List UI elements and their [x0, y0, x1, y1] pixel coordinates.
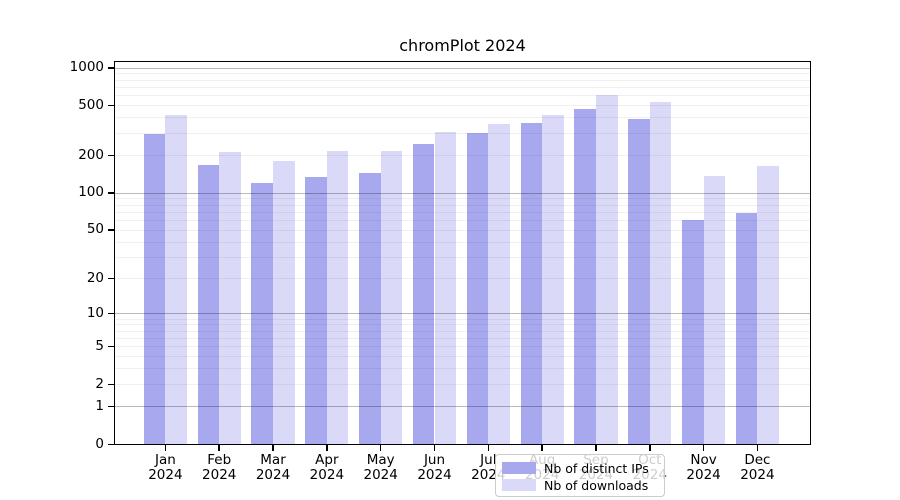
- y-tick-0: [108, 443, 114, 445]
- y-tick-10: [108, 312, 114, 315]
- y-tick-label-1: 1: [95, 397, 104, 414]
- bar-distinct-ips-feb: [197, 164, 220, 444]
- bar-distinct-ips-mar: [251, 182, 274, 444]
- bar-distinct-ips-dec: [735, 213, 758, 444]
- bar-distinct-ips-sep: [574, 109, 596, 444]
- bar-downloads-mar: [273, 160, 295, 444]
- legend: Nb of distinct IPs Nb of downloads: [495, 454, 665, 497]
- x-tick-feb: [218, 445, 220, 451]
- y-tick-5: [108, 345, 114, 348]
- bar-downloads-may: [380, 151, 403, 444]
- x-tick-label-may: May 2024: [363, 452, 398, 483]
- y-tick-label-100: 100: [78, 184, 104, 201]
- x-tick-label-mar: Mar 2024: [255, 452, 291, 483]
- x-tick-label-jun: Jun 2024: [417, 452, 452, 483]
- x-tick-apr: [326, 445, 328, 451]
- x-tick-label-feb: Feb 2024: [202, 452, 237, 483]
- minor-gridline-600: [115, 95, 810, 97]
- x-tick-nov: [702, 445, 705, 451]
- x-tick-mar: [272, 445, 274, 451]
- x-tick-dec: [756, 445, 759, 451]
- x-tick-oct: [649, 445, 651, 451]
- downloads-swatch: [502, 478, 536, 492]
- legend-item-distinct-ips: Nb of distinct IPs: [502, 460, 658, 476]
- plot-area: Nb of distinct IPs Nb of downloads: [114, 61, 811, 497]
- bar-downloads-jun: [434, 132, 457, 444]
- bar-distinct-ips-apr: [305, 176, 327, 444]
- minor-gridline-400: [115, 117, 810, 119]
- minor-gridline-300: [115, 133, 810, 135]
- bar-distinct-ips-nov: [682, 220, 704, 444]
- bar-distinct-ips-may: [359, 173, 381, 444]
- y-tick-label-20: 20: [86, 269, 104, 286]
- bar-distinct-ips-jul: [466, 132, 489, 444]
- bar-distinct-ips-jan: [143, 133, 166, 444]
- bar-distinct-ips-aug: [520, 122, 543, 444]
- bar-distinct-ips-oct: [628, 119, 650, 444]
- bar-downloads-dec: [757, 165, 779, 444]
- y-tick-200: [108, 154, 114, 157]
- y-tick-label-200: 200: [78, 146, 104, 163]
- x-tick-jun: [433, 445, 436, 451]
- bar-downloads-aug: [542, 115, 564, 444]
- minor-gridline-900: [115, 73, 810, 75]
- x-tick-jan: [164, 445, 167, 451]
- bar-distinct-ips-jun: [412, 144, 435, 444]
- y-tick-1000: [108, 67, 114, 69]
- bar-downloads-oct: [649, 101, 672, 444]
- bar-downloads-nov: [703, 176, 726, 444]
- minor-gridline-800: [115, 79, 810, 81]
- minor-gridline-700: [115, 87, 810, 88]
- x-tick-label-jan: Jan 2024: [148, 452, 183, 483]
- y-tick-label-5: 5: [95, 337, 104, 354]
- legend-label-distinct-ips: Nb of distinct IPs: [544, 460, 649, 476]
- y-tick-500: [108, 104, 114, 107]
- y-tick-100: [108, 192, 114, 194]
- y-tick-label-2: 2: [95, 375, 104, 392]
- bar-downloads-sep: [595, 95, 618, 444]
- legend-label-downloads: Nb of downloads: [544, 477, 649, 493]
- chart-title: chromPlot 2024: [399, 36, 526, 55]
- bar-downloads-jan: [165, 114, 187, 444]
- y-tick-2: [108, 383, 114, 386]
- x-tick-jul: [487, 445, 490, 451]
- distinct-ips-swatch: [502, 461, 536, 475]
- x-tick-sep: [595, 445, 597, 451]
- bar-downloads-jul: [488, 123, 510, 444]
- y-tick-label-50: 50: [86, 221, 104, 238]
- y-tick-1: [108, 405, 114, 408]
- y-tick-20: [108, 277, 114, 280]
- y-tick-50: [108, 229, 114, 231]
- y-tick-label-10: 10: [86, 304, 104, 321]
- minor-gridline-500: [115, 105, 810, 107]
- bar-downloads-apr: [326, 150, 349, 444]
- bar-downloads-feb: [219, 152, 241, 444]
- y-tick-label-0: 0: [95, 435, 104, 452]
- legend-item-downloads: Nb of downloads: [502, 477, 658, 493]
- x-tick-label-nov: Nov 2024: [686, 452, 721, 483]
- x-tick-label-dec: Dec 2024: [740, 452, 775, 483]
- major-gridline-1000: [115, 67, 810, 69]
- x-tick-may: [379, 445, 382, 451]
- x-tick-label-apr: Apr 2024: [309, 452, 345, 483]
- y-tick-label-500: 500: [78, 96, 104, 113]
- y-tick-label-1000: 1000: [69, 59, 104, 76]
- x-tick-aug: [541, 445, 543, 451]
